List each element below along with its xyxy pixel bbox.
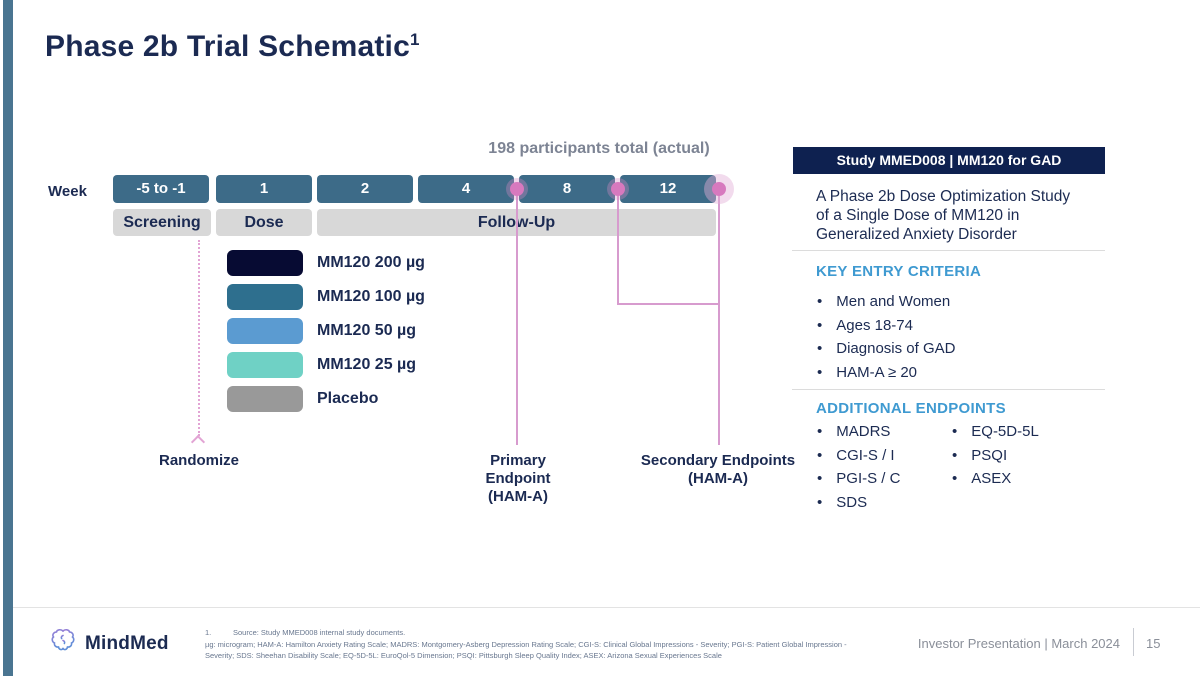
- criteria-item: HAM-A ≥ 20: [817, 361, 955, 385]
- study-panel-header: Study MMED008 | MM120 for GAD: [793, 147, 1105, 174]
- study-description: A Phase 2b Dose Optimization Study of a …: [816, 187, 1108, 244]
- legend-label-50ug: MM120 50 µg: [317, 322, 417, 339]
- milestone-dot-week4: [510, 182, 524, 196]
- primary-endpoint-line2: Endpoint: [485, 470, 551, 487]
- legend-row-100ug: MM120 100 µg: [227, 284, 425, 310]
- primary-endpoint-label: Primary Endpoint (HAM-A): [458, 452, 578, 506]
- week-box-8: 8: [519, 175, 615, 203]
- title-footnote-marker: 1: [409, 30, 420, 49]
- legend-row-placebo: Placebo: [227, 386, 425, 412]
- randomize-dotted-line: [198, 240, 200, 436]
- endpoint-item: MADRS: [817, 420, 900, 444]
- study-description-line3: Generalized Anxiety Disorder: [816, 226, 1017, 243]
- footnote-line-1: 1. Source: Study MMED008 internal study …: [205, 627, 847, 639]
- panel-divider-2: [792, 389, 1105, 390]
- week8-endpoint-line: [617, 196, 619, 305]
- page-number-divider: [1133, 628, 1134, 656]
- study-description-line2: of a Single Dose of MM120 in: [816, 207, 1020, 224]
- endpoint-item: EQ-5D-5L: [952, 420, 1039, 444]
- week-box-12: 12: [620, 175, 716, 203]
- endpoint-item: PSQI: [952, 444, 1039, 468]
- legend-swatch-25ug: [227, 352, 303, 378]
- criteria-item: Men and Women: [817, 290, 955, 314]
- endpoint-item: PGI-S / C: [817, 467, 900, 491]
- criteria-item: Ages 18-74: [817, 314, 955, 338]
- milestone-dot-week12: [712, 182, 726, 196]
- legend-label-placebo: Placebo: [317, 390, 379, 407]
- mindmed-logo: MindMed: [48, 626, 169, 661]
- footnote: 1. Source: Study MMED008 internal study …: [205, 627, 847, 662]
- mindmed-wordmark: MindMed: [85, 632, 169, 654]
- dose-legend: MM120 200 µg MM120 100 µg MM120 50 µg MM…: [227, 250, 425, 420]
- page-title-text: Phase 2b Trial Schematic: [45, 30, 410, 63]
- randomize-arrow-icon: [190, 434, 206, 450]
- primary-endpoint-line: [516, 196, 518, 445]
- legend-swatch-placebo: [227, 386, 303, 412]
- secondary-endpoint-line1: Secondary Endpoints: [640, 452, 796, 469]
- legend-swatch-200ug: [227, 250, 303, 276]
- additional-endpoints-col1: MADRS CGI-S / I PGI-S / C SDS: [817, 420, 900, 514]
- criteria-item: Diagnosis of GAD: [817, 337, 955, 361]
- page-title: Phase 2b Trial Schematic1: [45, 30, 420, 64]
- panel-divider-1: [792, 250, 1105, 251]
- endpoint-item: CGI-S / I: [817, 444, 900, 468]
- left-accent-bar: [3, 0, 13, 676]
- week-box-1: 1: [216, 175, 312, 203]
- milestone-dot-week8: [611, 182, 625, 196]
- endpoint-bracket-line: [617, 303, 720, 305]
- secondary-endpoint-line2: (HAM-A): [688, 470, 748, 487]
- stage-screening: Screening: [113, 209, 211, 236]
- footnote-source: Source: Study MMED008 internal study doc…: [233, 628, 406, 637]
- additional-endpoints-col2: EQ-5D-5L PSQI ASEX: [952, 420, 1039, 491]
- legend-row-200ug: MM120 200 µg: [227, 250, 425, 276]
- legend-row-25ug: MM120 25 µg: [227, 352, 425, 378]
- stage-dose: Dose: [216, 209, 312, 236]
- randomize-label: Randomize: [158, 452, 239, 469]
- week-axis-label: Week: [48, 183, 87, 200]
- key-entry-criteria-heading: KEY ENTRY CRITERIA: [816, 263, 982, 280]
- week-box-2: 2: [317, 175, 413, 203]
- legend-label-100ug: MM120 100 µg: [317, 288, 425, 305]
- endpoint-item: ASEX: [952, 467, 1039, 491]
- primary-endpoint-line3: (HAM-A): [488, 488, 548, 505]
- page-number: 15: [1146, 636, 1161, 651]
- legend-label-200ug: MM120 200 µg: [317, 254, 425, 271]
- endpoint-item: SDS: [817, 491, 900, 515]
- key-entry-criteria-list: Men and Women Ages 18-74 Diagnosis of GA…: [817, 290, 955, 384]
- legend-swatch-50ug: [227, 318, 303, 344]
- legend-row-50ug: MM120 50 µg: [227, 318, 425, 344]
- participants-note: 198 participants total (actual): [488, 140, 710, 157]
- week-box-4: 4: [418, 175, 514, 203]
- footnote-line-2: µg: microgram; HAM-A: Hamilton Anxiety R…: [205, 639, 847, 649]
- presentation-label: Investor Presentation | March 2024: [917, 636, 1120, 651]
- legend-swatch-100ug: [227, 284, 303, 310]
- footer-divider: [13, 607, 1200, 608]
- study-description-line1: A Phase 2b Dose Optimization Study: [816, 188, 1071, 205]
- footnote-line-3: Severity; SDS: Sheehan Disability Scale;…: [205, 651, 722, 660]
- additional-endpoints-heading: ADDITIONAL ENDPOINTS: [816, 400, 1006, 417]
- week-box-screening: -5 to -1: [113, 175, 209, 203]
- legend-label-25ug: MM120 25 µg: [317, 356, 417, 373]
- secondary-endpoint-label: Secondary Endpoints (HAM-A): [617, 452, 819, 488]
- secondary-endpoint-line: [718, 196, 720, 445]
- brain-logo-icon: [48, 626, 78, 661]
- footnote-number: 1.: [205, 628, 212, 637]
- primary-endpoint-line1: Primary: [490, 452, 546, 469]
